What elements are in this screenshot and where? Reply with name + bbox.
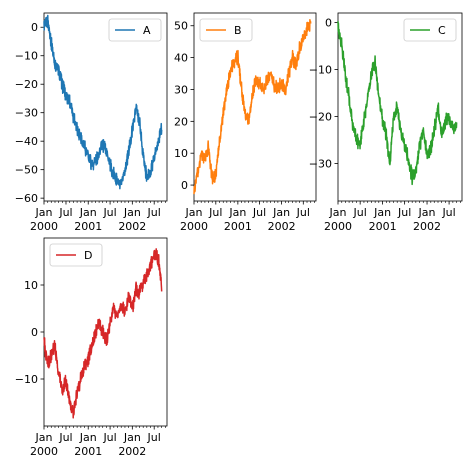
- x-tick-label: Jul: [58, 431, 72, 444]
- x-tick-label: Jan 2000: [30, 206, 58, 233]
- y-tick-label: 30: [174, 83, 188, 96]
- x-tick-label: Jul: [296, 206, 310, 219]
- y-tick-label: −60: [15, 192, 38, 205]
- x-tick-label: Jan 2000: [324, 206, 352, 233]
- y-tick-label: −20: [309, 110, 332, 123]
- x-tick-label: Jul: [147, 206, 161, 219]
- y-tick-label: 10: [174, 147, 188, 160]
- y-tick-label: 20: [174, 115, 188, 128]
- x-tick-label: Jul: [397, 206, 411, 219]
- y-tick-label: 0: [181, 179, 188, 192]
- y-tick-label: 0: [31, 326, 38, 339]
- axes-frame: [337, 12, 463, 202]
- x-tick-label: Jul: [252, 206, 266, 219]
- y-tick-label: −10: [309, 63, 332, 76]
- y-tick-label: 0: [325, 16, 332, 29]
- x-tick-label: Jan 2002: [118, 206, 146, 233]
- series-line-B: [193, 18, 312, 195]
- x-tick-label: Jan 2000: [180, 206, 208, 233]
- x-tick-label: Jan 2001: [369, 206, 397, 233]
- x-tick-label: Jul: [353, 206, 367, 219]
- x-tick-label: Jan 2002: [118, 431, 146, 458]
- x-tick-label: Jul: [102, 206, 116, 219]
- x-tick-label: Jan 2001: [224, 206, 252, 233]
- y-tick-label: −30: [15, 107, 38, 120]
- series-line-A: [43, 14, 163, 190]
- y-tick-label: −50: [15, 164, 38, 177]
- legend-label: B: [234, 24, 242, 37]
- y-tick-label: 10: [24, 279, 38, 292]
- series-line-D: [43, 248, 163, 419]
- x-tick-label: Jan 2002: [268, 206, 296, 233]
- y-tick-label: −10: [15, 373, 38, 386]
- legend-label: D: [84, 249, 92, 262]
- legend-label: A: [143, 24, 151, 37]
- series-line-C: [337, 21, 458, 186]
- y-tick-label: 0: [31, 21, 38, 34]
- y-tick-label: 40: [174, 52, 188, 65]
- y-tick-label: 50: [174, 20, 188, 33]
- x-tick-label: Jul: [441, 206, 455, 219]
- x-tick-label: Jan 2000: [30, 431, 58, 458]
- x-tick-label: Jul: [147, 431, 161, 444]
- x-tick-label: Jan 2001: [74, 206, 102, 233]
- x-tick-label: Jul: [208, 206, 222, 219]
- y-tick-label: −10: [15, 50, 38, 63]
- x-tick-label: Jan 2001: [74, 431, 102, 458]
- axes-frame: [193, 12, 317, 202]
- legend-label: C: [438, 24, 446, 37]
- x-tick-label: Jul: [58, 206, 72, 219]
- axes-frame: [43, 12, 168, 202]
- y-tick-label: −30: [309, 157, 332, 170]
- y-tick-label: −40: [15, 135, 38, 148]
- y-tick-label: −20: [15, 78, 38, 91]
- x-tick-label: Jul: [102, 431, 116, 444]
- x-tick-label: Jan 2002: [413, 206, 441, 233]
